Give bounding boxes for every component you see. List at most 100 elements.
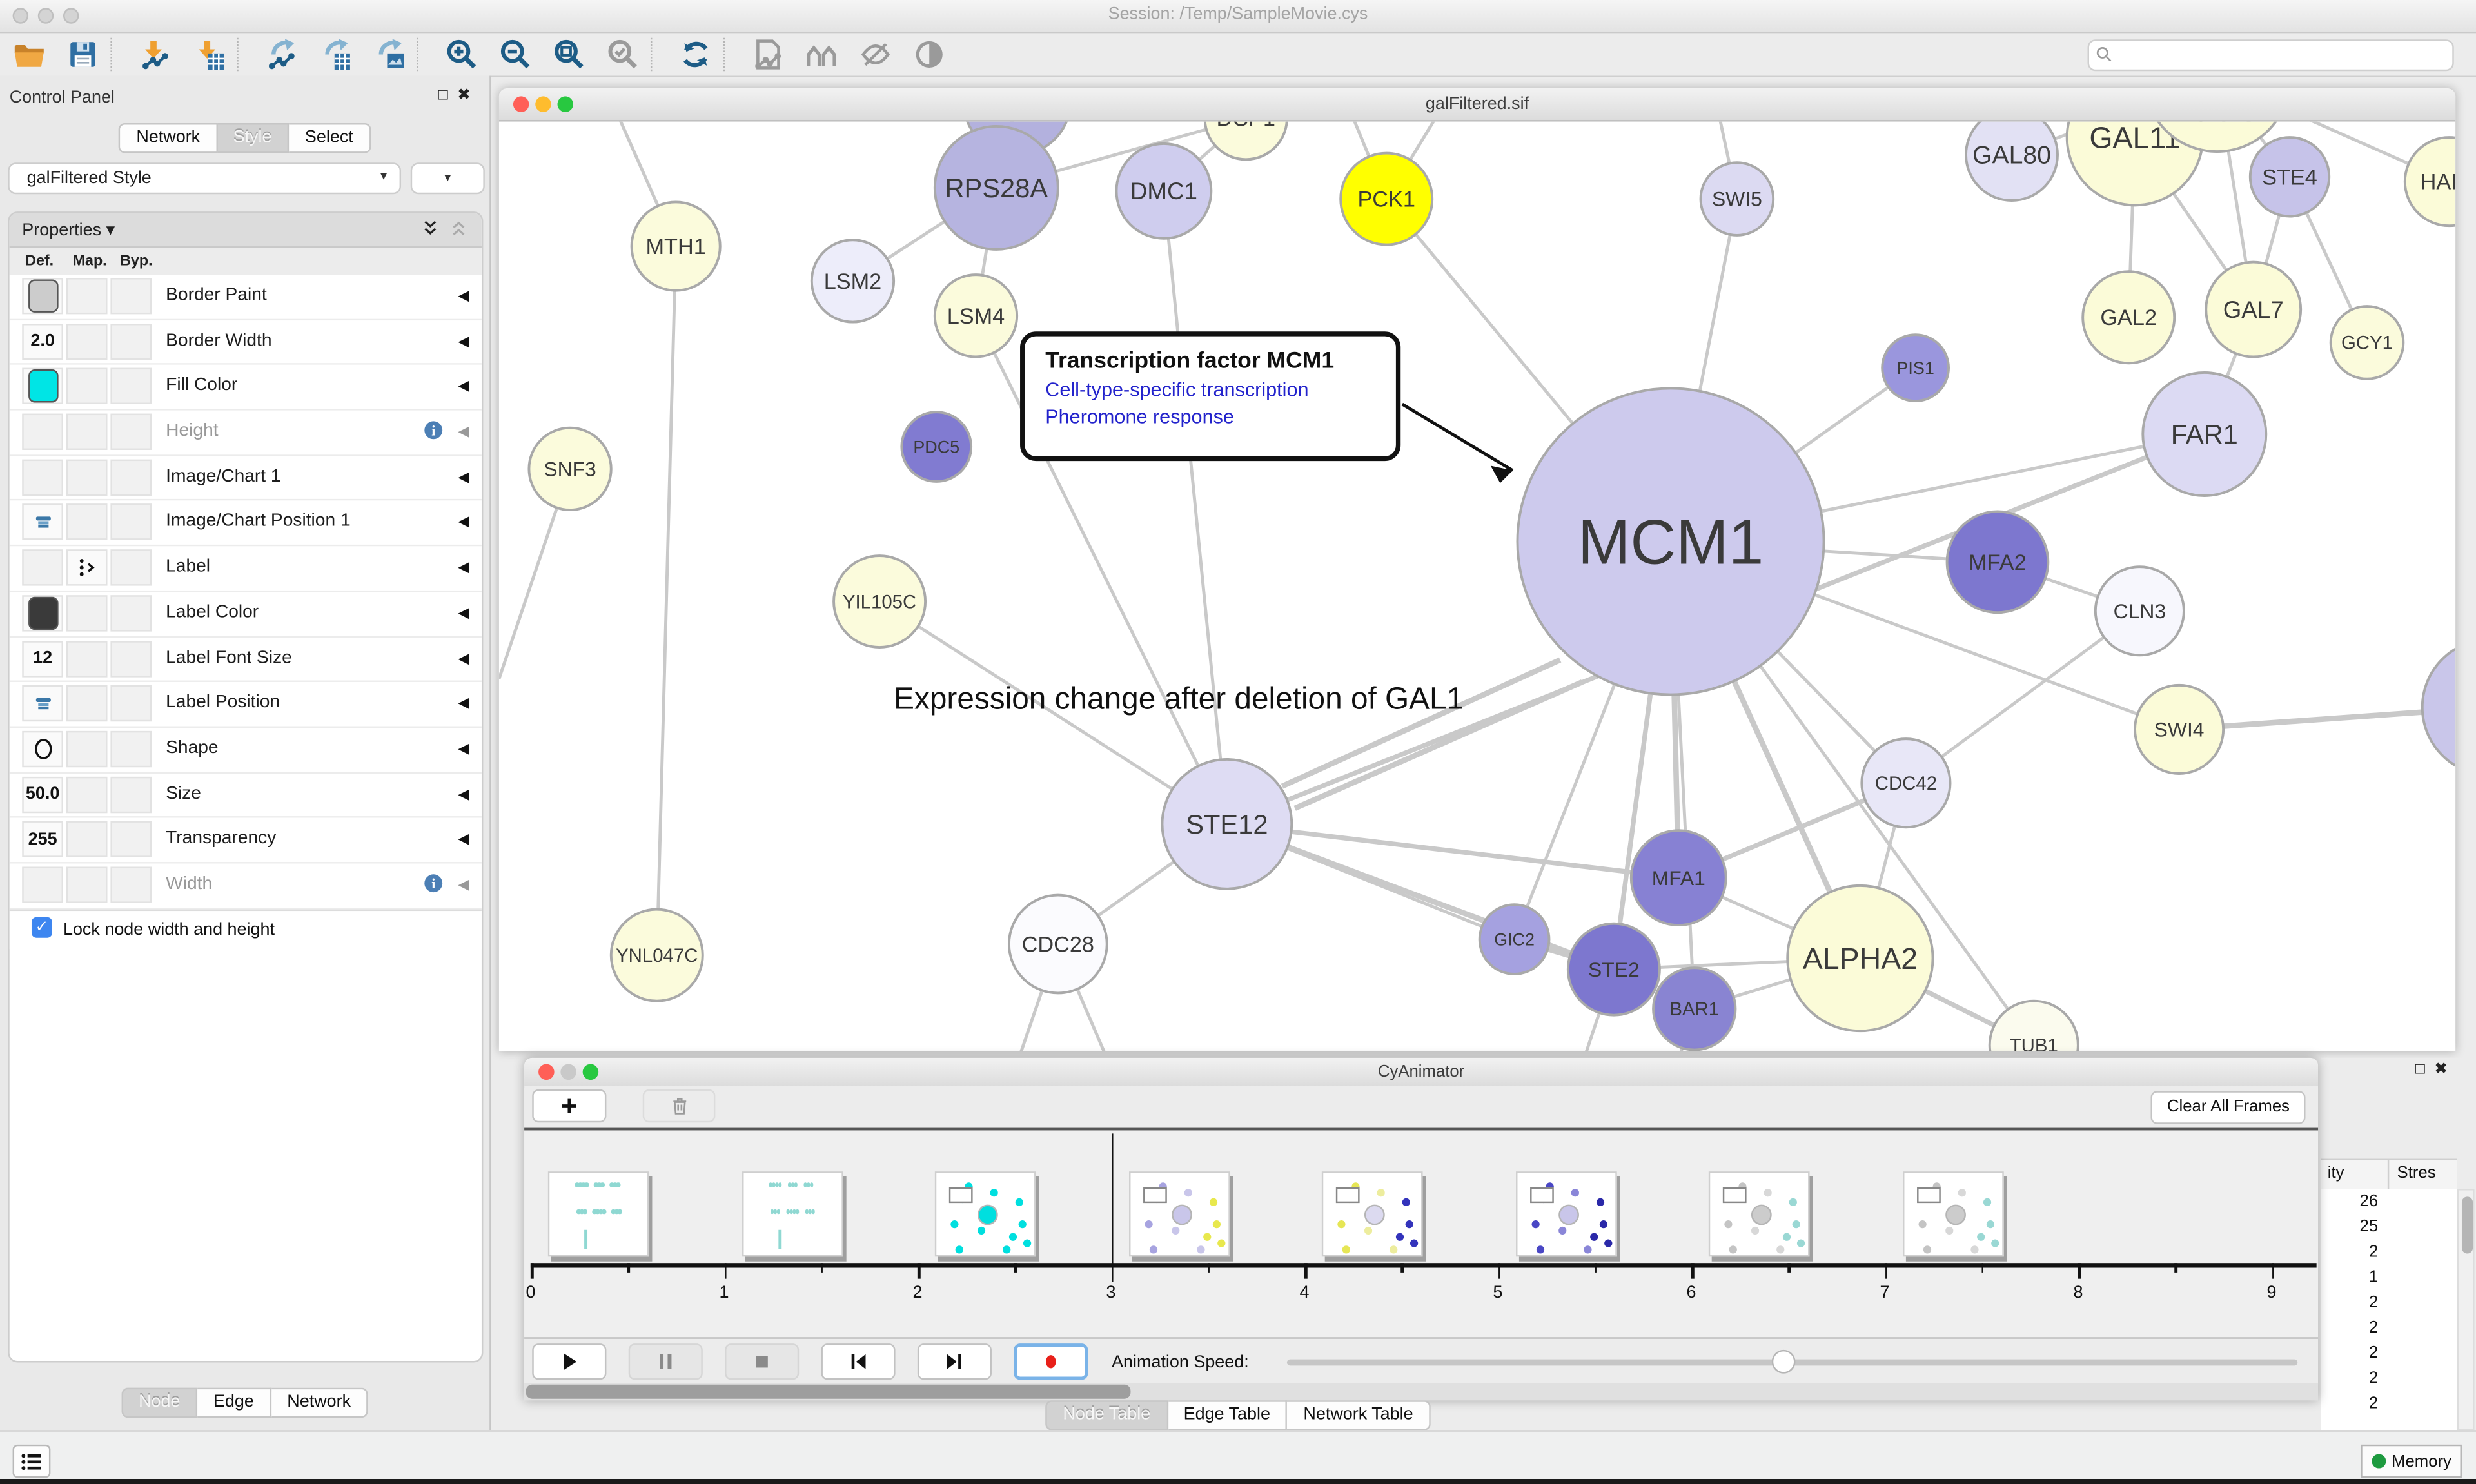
property-row-border-paint[interactable]: Border Paint ◀	[9, 275, 482, 320]
frame-thumbnail-6[interactable]	[1708, 1171, 1810, 1257]
record-button[interactable]	[1014, 1343, 1088, 1380]
table-row[interactable]: 26	[2359, 1191, 2379, 1211]
def-cell[interactable]	[22, 504, 63, 541]
stop-button[interactable]	[725, 1343, 800, 1380]
table-row[interactable]: 25	[2359, 1217, 2379, 1236]
expand-row-icon[interactable]: ◀	[458, 785, 469, 802]
network-edge[interactable]	[1162, 191, 1229, 825]
maximize-window-icon[interactable]	[582, 1064, 599, 1080]
byp-cell[interactable]	[110, 278, 152, 315]
map-cell[interactable]	[66, 368, 108, 405]
byp-cell[interactable]	[110, 504, 152, 541]
expand-row-icon[interactable]: ◀	[458, 649, 469, 666]
network-snapshot-button[interactable]	[749, 36, 787, 72]
tab-network-table[interactable]: Network Table	[1287, 1400, 1431, 1430]
hide-selected-button[interactable]	[856, 36, 894, 72]
expand-row-icon[interactable]: ◀	[458, 332, 469, 349]
network-canvas[interactable]: DCP1RPS28ADMC1PCK1SWI5GAL80GAL11STE4HAP2…	[498, 121, 2456, 1052]
table-row[interactable]: 2	[2368, 1369, 2379, 1388]
map-cell[interactable]	[66, 594, 108, 632]
network-node-STE2[interactable]	[1566, 922, 1661, 1017]
previous-frame-button[interactable]	[821, 1343, 896, 1380]
slider-handle[interactable]	[1771, 1349, 1795, 1374]
network-node-MCM1[interactable]	[1516, 387, 1825, 696]
property-row-label-font-size[interactable]: 12 Label Font Size ◀	[9, 637, 482, 683]
frame-thumbnail-2[interactable]	[934, 1171, 1036, 1257]
def-cell[interactable]: 50.0	[22, 776, 63, 813]
network-node-ALPHA2[interactable]	[1786, 884, 1934, 1033]
byp-cell[interactable]	[110, 368, 152, 405]
expand-row-icon[interactable]: ◀	[458, 287, 469, 304]
export-image-button[interactable]	[369, 36, 408, 72]
network-edge[interactable]	[1905, 609, 2141, 785]
network-node-CLN3[interactable]	[2094, 565, 2185, 657]
style-dropdown[interactable]: galFiltered Style ▾	[8, 162, 402, 195]
play-button[interactable]	[532, 1343, 607, 1380]
timeline-ruler[interactable]	[530, 1263, 2317, 1268]
byp-cell[interactable]	[110, 730, 152, 767]
close-panel-icon[interactable]: ✖	[457, 86, 480, 104]
map-cell[interactable]	[66, 730, 108, 767]
info-icon[interactable]: i	[423, 873, 444, 901]
def-cell[interactable]	[22, 278, 63, 315]
expand-row-icon[interactable]: ◀	[458, 378, 469, 394]
export-table-button[interactable]	[316, 36, 354, 72]
property-row-width[interactable]: Width i ◀	[9, 863, 482, 909]
def-cell[interactable]: 2.0	[22, 323, 63, 360]
frame-thumbnail-0[interactable]	[547, 1171, 649, 1257]
info-icon[interactable]: i	[423, 420, 444, 449]
annotation-link[interactable]: Cell-type-specific transcription	[1045, 378, 1309, 402]
network-node-PIS1[interactable]	[1881, 333, 1950, 403]
search-input[interactable]	[2087, 39, 2454, 72]
frame-thumbnail-5[interactable]	[1515, 1171, 1616, 1257]
tab-node-table[interactable]: Node Table	[1045, 1400, 1168, 1430]
properties-header[interactable]: Properties ▾	[22, 220, 115, 240]
animation-speed-slider[interactable]	[1286, 1349, 2298, 1374]
def-cell[interactable]	[22, 413, 63, 451]
property-row-image-chart-1[interactable]: Image/Chart 1 ◀	[9, 456, 482, 502]
expand-row-icon[interactable]: ◀	[458, 559, 469, 575]
def-cell[interactable]: 255	[22, 821, 63, 858]
close-window-icon[interactable]	[513, 96, 529, 112]
byp-cell[interactable]	[110, 685, 152, 722]
annotation-link[interactable]: Pheromone response	[1045, 405, 1234, 428]
map-cell[interactable]	[66, 685, 108, 722]
def-cell[interactable]	[22, 368, 63, 405]
network-node-YNL047C[interactable]	[609, 908, 704, 1002]
import-network-button[interactable]	[136, 36, 174, 72]
save-session-button[interactable]	[63, 36, 101, 72]
network-node-HAP2[interactable]	[2403, 136, 2456, 228]
close-panel-icon[interactable]: ✖	[2434, 1060, 2457, 1079]
network-node-LSM4[interactable]	[933, 273, 1019, 358]
import-table-button[interactable]	[190, 36, 228, 72]
expand-all-icon[interactable]	[420, 218, 440, 246]
table-rows[interactable]: 26 25 2 1 2 2 2 2 2	[2321, 1189, 2457, 1430]
byp-cell[interactable]	[110, 866, 152, 903]
pause-button[interactable]	[628, 1343, 703, 1380]
property-row-border-width[interactable]: 2.0 Border Width ◀	[9, 320, 482, 366]
map-cell[interactable]	[66, 776, 108, 813]
float-panel-icon[interactable]: □	[2415, 1060, 2435, 1079]
network-edge[interactable]	[655, 246, 678, 955]
property-row-height[interactable]: Height i ◀	[9, 410, 482, 456]
property-row-label-position[interactable]: Label Position ◀	[9, 682, 482, 728]
network-node-LSM2[interactable]	[810, 239, 896, 324]
network-node-MFA2[interactable]	[1945, 510, 2050, 614]
byp-cell[interactable]	[110, 821, 152, 858]
network-node-CDC42[interactable]	[1860, 737, 1952, 829]
network-node-GAL2[interactable]	[2081, 270, 2176, 365]
map-cell[interactable]	[66, 278, 108, 315]
network-node-RPS28A[interactable]	[933, 124, 1059, 251]
byp-cell[interactable]	[110, 323, 152, 360]
network-node-STE4[interactable]	[2248, 136, 2331, 218]
tab-select[interactable]: Select	[289, 123, 371, 153]
map-cell[interactable]	[66, 413, 108, 451]
network-node-CDC28[interactable]	[1007, 893, 1108, 995]
zoom-out-button[interactable]	[496, 36, 534, 72]
open-session-button[interactable]	[10, 36, 48, 72]
minimize-window-icon[interactable]	[560, 1064, 576, 1080]
frame-thumbnail-4[interactable]	[1321, 1171, 1423, 1257]
task-history-button[interactable]	[12, 1444, 51, 1478]
add-frame-button[interactable]	[532, 1089, 607, 1123]
close-window-icon[interactable]	[538, 1064, 555, 1080]
